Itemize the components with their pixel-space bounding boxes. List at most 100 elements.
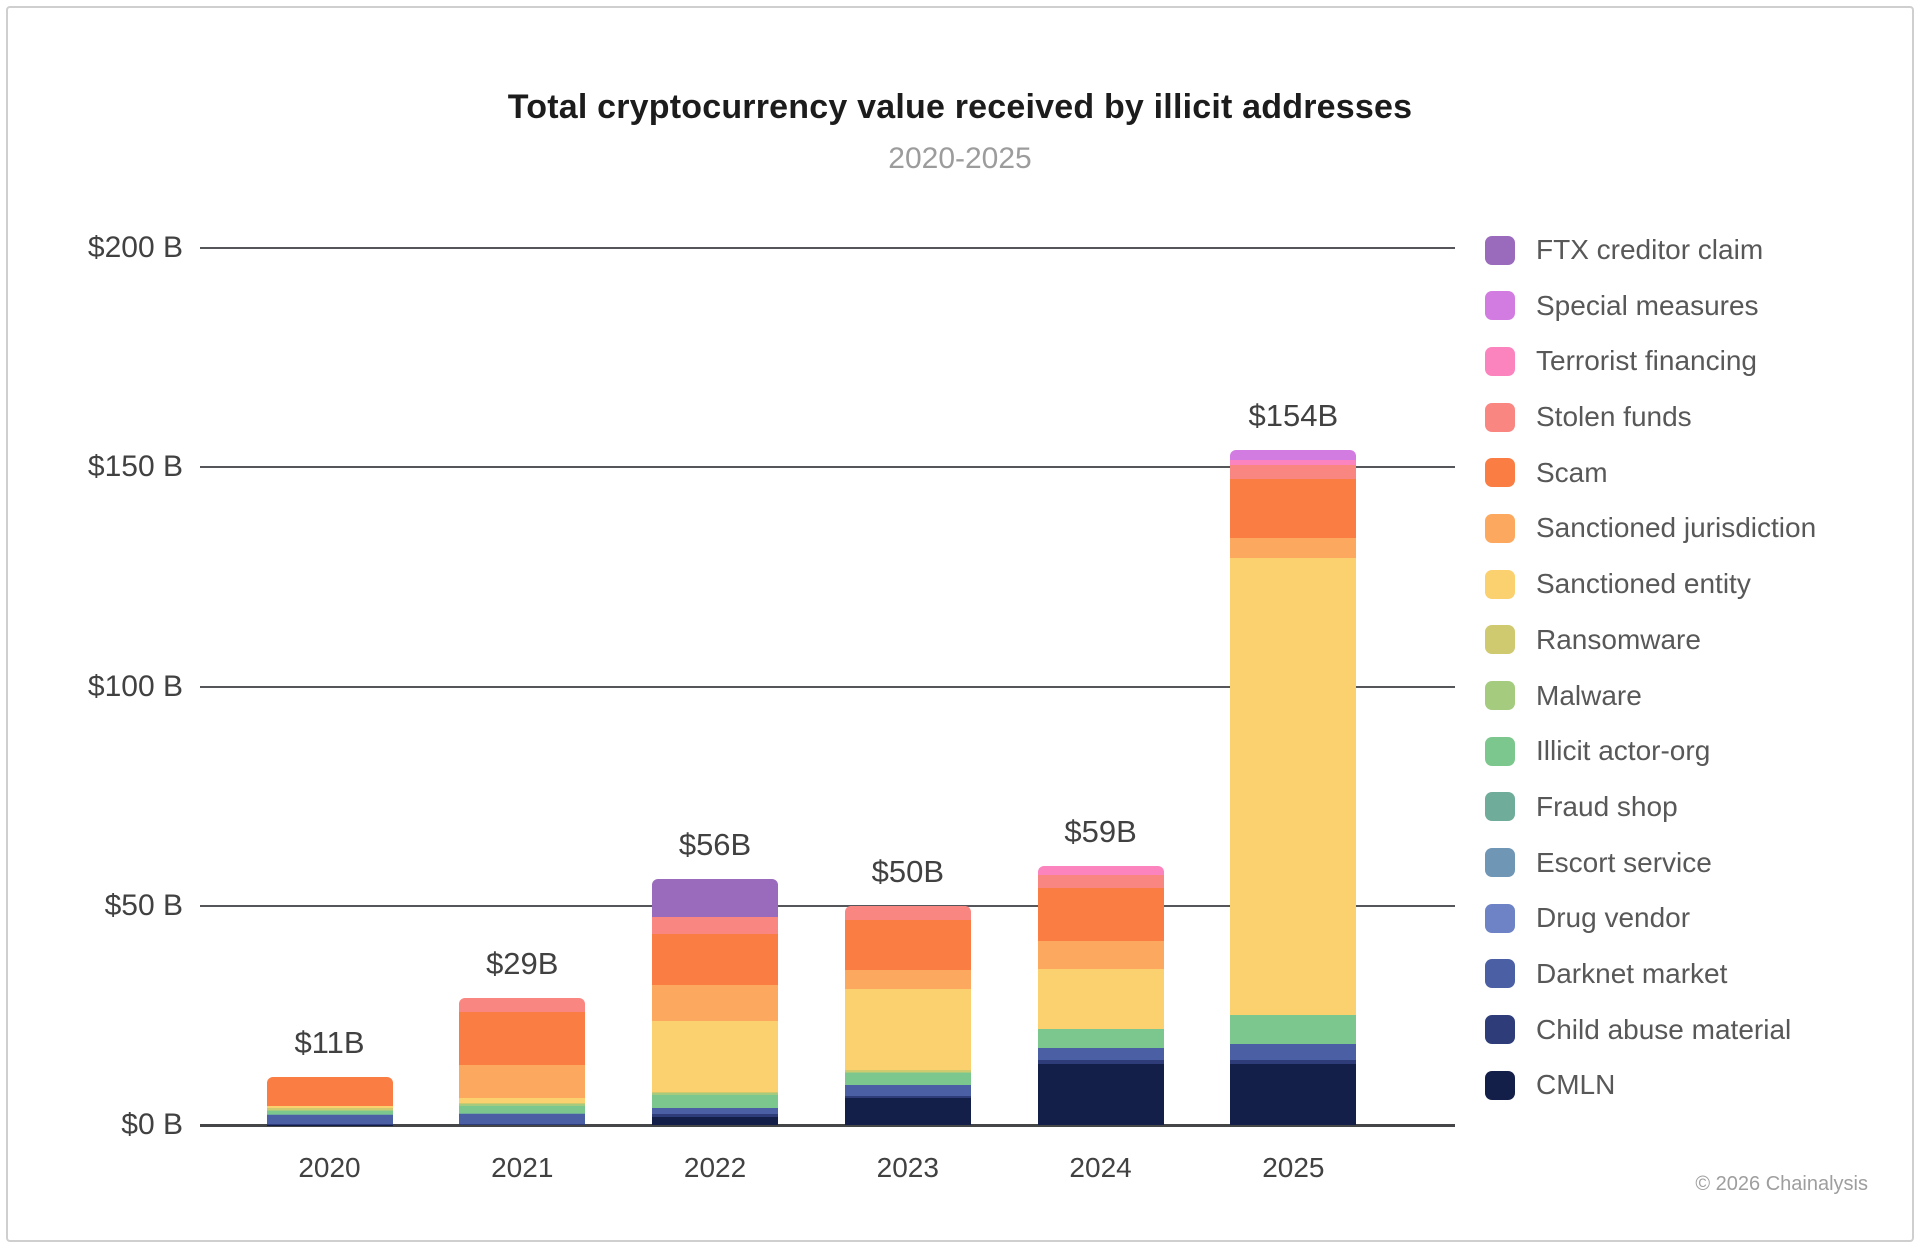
bar-2025: $154B: [1230, 248, 1357, 1125]
bar-segment: [1037, 866, 1164, 876]
footer-credit: © 2026 Chainalysis: [1695, 1173, 1868, 1195]
legend-item: Child abuse material: [1485, 1013, 1816, 1045]
bar-segment: [1230, 1014, 1357, 1045]
legend-label: Drug vendor: [1536, 902, 1691, 934]
legend-label: Escort service: [1536, 846, 1712, 878]
legend-item: Escort service: [1485, 846, 1816, 878]
x-tick-label: 2020: [298, 1152, 361, 1183]
bar-segment: [1230, 1060, 1357, 1064]
legend-label: Terrorist financing: [1536, 345, 1757, 377]
legend-item: Scam: [1485, 456, 1816, 488]
bar-2024: $59B: [1037, 248, 1164, 1125]
legend-item: Special measures: [1485, 289, 1816, 321]
bar-segment: [844, 905, 971, 921]
bar-segment: [459, 1011, 586, 1065]
bar-segment: [1037, 968, 1164, 1029]
y-tick-label: $150 B: [87, 450, 183, 484]
x-tick-label: 2021: [491, 1152, 554, 1183]
bar-segment: [1230, 459, 1357, 465]
legend-item: Fraud shop: [1485, 790, 1816, 822]
gridline: [200, 466, 1455, 469]
bar-segment: [652, 1107, 779, 1115]
y-tick-label: $0 B: [121, 1108, 183, 1141]
bar-segment: [1230, 449, 1357, 460]
legend-swatch: [1485, 513, 1515, 543]
bar-segment: [652, 1091, 779, 1094]
bar-segment: [844, 1095, 971, 1099]
bar-segment: [459, 1114, 586, 1125]
bar-segment: [844, 920, 971, 971]
bar-segment: [844, 1071, 971, 1074]
x-tick-label: 2024: [1069, 1152, 1132, 1183]
legend-swatch: [1485, 736, 1515, 766]
bar-segment: [459, 997, 586, 1012]
bar-segment: [266, 1105, 393, 1108]
y-tick-label: $50 B: [104, 888, 183, 922]
legend-item: FTX creditor claim: [1485, 234, 1816, 265]
bar-segment: [459, 1097, 586, 1104]
gridline: [200, 904, 1455, 907]
legend-swatch: [1485, 792, 1515, 822]
bar-2020: $11B: [266, 248, 393, 1125]
legend-item: Darknet market: [1485, 957, 1816, 989]
bar-segment: [652, 933, 779, 986]
bar-total-label: $154B: [1248, 397, 1339, 433]
bar-segment: [1037, 1028, 1164, 1049]
bar-segment: [459, 1103, 586, 1105]
chart-legend: FTX creditor claim Special measures Terror…: [1485, 234, 1817, 1126]
bar-segment: [266, 1114, 393, 1115]
legend-item: Sanctioned entity: [1485, 568, 1816, 600]
bar-segment: [266, 1107, 393, 1110]
legend-label: Fraud shop: [1536, 790, 1678, 822]
legend-item: Terrorist financing: [1485, 345, 1816, 377]
legend-item: Ransomware: [1485, 623, 1816, 655]
bar-total-label: $59B: [1064, 814, 1137, 850]
legend-label: Special measures: [1536, 289, 1759, 321]
page-title: Total cryptocurrency value received by i…: [507, 88, 1413, 126]
legend-swatch: [1485, 848, 1515, 878]
legend-label: Stolen funds: [1536, 401, 1692, 433]
bar-segment: [1230, 557, 1357, 1015]
bar-segment: [652, 917, 779, 934]
legend-label: FTX creditor claim: [1536, 234, 1764, 265]
page-subtitle: 2020-2025: [888, 142, 1032, 175]
bar-total-label: $56B: [678, 827, 752, 863]
bar-segment: [1037, 887, 1164, 941]
legend-swatch: [1485, 625, 1515, 655]
bar-segment: [459, 1113, 586, 1115]
legend-label: Sanctioned entity: [1536, 568, 1751, 600]
legend-swatch: [1485, 402, 1515, 432]
bar-segment: [266, 1076, 393, 1106]
legend-label: Child abuse material: [1536, 1013, 1792, 1045]
bar-segment: [1230, 1044, 1357, 1061]
legend-label: CMLN: [1536, 1069, 1616, 1101]
gridline: [200, 247, 1455, 249]
bar-segment: [844, 1098, 971, 1125]
bar-segment: [266, 1123, 393, 1125]
legend-swatch: [1485, 458, 1515, 488]
legend-item: Illicit actor-org: [1485, 735, 1816, 767]
x-tick-label: 2023: [876, 1152, 939, 1183]
bar-segment: [266, 1111, 393, 1115]
legend-item: CMLN: [1485, 1069, 1816, 1101]
legend-label: Sanctioned jurisdiction: [1536, 512, 1817, 544]
bar-segment: [459, 1104, 586, 1107]
bar-segment: [1230, 537, 1357, 558]
legend-label: Ransomware: [1536, 623, 1701, 655]
legend-label: Darknet market: [1536, 957, 1728, 989]
bar-total-label: $11B: [294, 1024, 365, 1060]
bar-segment: [652, 1094, 779, 1108]
bar-segment: [1230, 464, 1357, 480]
bar-segment: [459, 1106, 586, 1114]
bar-segment: [1037, 1048, 1164, 1061]
bar-segment: [1230, 479, 1357, 538]
bar-segment: [266, 1109, 393, 1112]
legend-label: Scam: [1536, 456, 1608, 488]
legend-swatch: [1485, 346, 1515, 376]
bar-segment: [652, 985, 779, 1022]
legend-item: Drug vendor: [1485, 902, 1816, 934]
bar-total-label: $29B: [486, 945, 559, 981]
x-tick-label: 2022: [683, 1152, 747, 1183]
legend-label: Illicit actor-org: [1536, 735, 1711, 767]
